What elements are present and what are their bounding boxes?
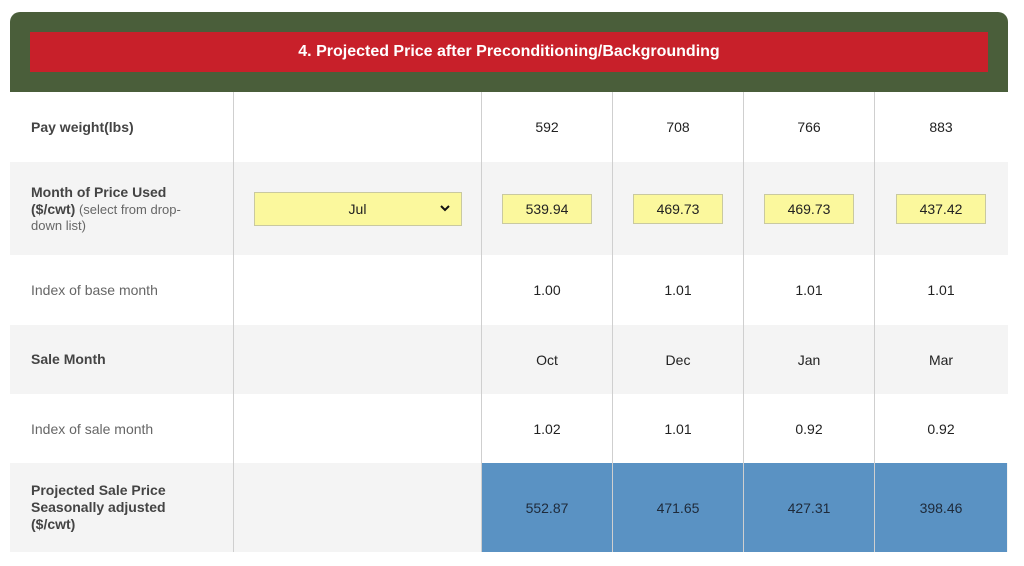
value-cell: 1.01 xyxy=(744,255,875,325)
value-cell: 469.73 xyxy=(613,162,744,255)
label-line: Month of Price Used xyxy=(31,184,167,200)
section-title: 4. Projected Price after Preconditioning… xyxy=(30,32,988,72)
value-cell: 883 xyxy=(929,119,953,135)
empty-cell xyxy=(234,463,482,552)
value-cell: 0.92 xyxy=(744,394,875,463)
empty-cell xyxy=(234,394,482,463)
value-cell: Jan xyxy=(744,325,875,394)
label-line: ($/cwt) (select from drop- xyxy=(31,201,181,218)
value-cell: 469.73 xyxy=(744,162,875,255)
value-cell: 539.94 xyxy=(482,162,613,255)
result-cell: 552.87 xyxy=(482,463,613,552)
value-cell: Oct xyxy=(482,325,613,394)
price-input[interactable]: 539.94 xyxy=(502,193,592,224)
label-line: Seasonally adjusted xyxy=(31,499,166,515)
chevron-down-icon xyxy=(439,204,450,211)
select-cell: Jul xyxy=(234,162,482,255)
price-input[interactable]: 469.73 xyxy=(633,193,723,224)
value-cell: 0.92 xyxy=(927,420,955,437)
row-projected-price: Projected Sale Price Seasonally adjusted… xyxy=(10,463,1008,552)
result-cell: 471.65 xyxy=(613,463,744,552)
empty-cell xyxy=(234,255,482,325)
row-sale-month: Sale Month Oct Dec Jan Mar xyxy=(10,325,1008,394)
row-index-sale: Index of sale month 1.02 1.01 0.92 0.92 xyxy=(10,394,1008,463)
row-label: Projected Sale Price Seasonally adjusted… xyxy=(10,463,234,552)
price-input[interactable]: 437.42 xyxy=(896,193,986,224)
row-index-base: Index of base month 1.00 1.01 1.01 1.01 xyxy=(10,255,1008,325)
row-label: Index of base month xyxy=(10,255,234,325)
row-label: Index of sale month xyxy=(10,394,234,463)
value-cell: 1.01 xyxy=(927,282,955,298)
label-note: down list) xyxy=(31,218,86,233)
month-select[interactable]: Jul xyxy=(253,191,462,226)
projected-price-panel: 4. Projected Price after Preconditioning… xyxy=(10,12,1008,552)
value-cell: 1.01 xyxy=(613,255,744,325)
result-cell: 427.31 xyxy=(744,463,875,552)
label-note: (select from drop- xyxy=(75,202,181,217)
value-cell: 1.01 xyxy=(613,394,744,463)
row-label: Month of Price Used ($/cwt) (select from… xyxy=(10,162,234,255)
value-cell: Dec xyxy=(613,325,744,394)
month-select-value: Jul xyxy=(348,200,367,217)
label-line: ($/cwt) xyxy=(31,516,76,532)
value-cell: 437.42 xyxy=(875,162,1007,255)
value-cell: Mar xyxy=(928,351,954,368)
empty-cell xyxy=(234,92,482,162)
value-cell: 1.00 xyxy=(482,255,613,325)
price-table: Pay weight(lbs) 592 708 766 883 Month of… xyxy=(10,92,1008,552)
empty-cell xyxy=(234,325,482,394)
row-pay-weight: Pay weight(lbs) 592 708 766 883 xyxy=(10,92,1008,162)
value-cell: 592 xyxy=(482,92,613,162)
label-line: Projected Sale Price xyxy=(31,482,166,498)
panel-header: 4. Projected Price after Preconditioning… xyxy=(10,12,1008,92)
label-unit: ($/cwt) xyxy=(31,201,76,217)
value-cell: 766 xyxy=(744,92,875,162)
value-cell: 708 xyxy=(613,92,744,162)
row-month-price: Month of Price Used ($/cwt) (select from… xyxy=(10,162,1008,255)
result-cell: 398.46 xyxy=(875,463,1007,552)
value-cell: 1.02 xyxy=(482,394,613,463)
row-label: Sale Month xyxy=(10,325,234,394)
row-label: Pay weight(lbs) xyxy=(10,92,234,162)
price-input[interactable]: 469.73 xyxy=(764,193,854,224)
